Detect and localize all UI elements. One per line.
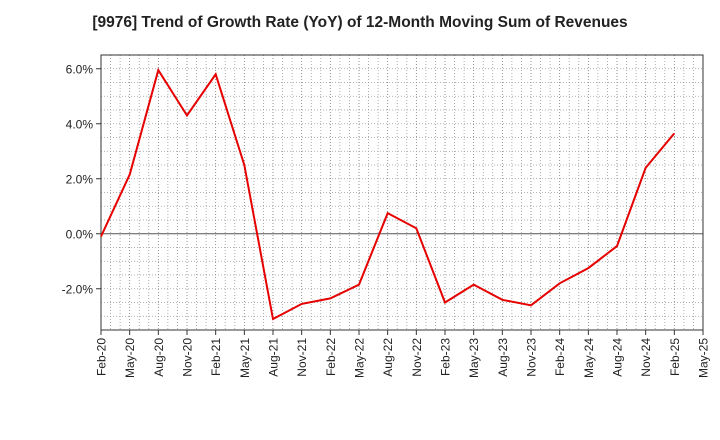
x-tick-label: Nov-20 [181, 338, 195, 377]
x-tick-label: Feb-22 [324, 338, 338, 376]
x-tick-label: Nov-24 [639, 338, 653, 377]
series-line [100, 67, 676, 321]
x-tick-label: Nov-22 [410, 338, 424, 377]
y-tick-label: 0.0% [66, 227, 94, 241]
y-tick-label: 4.0% [66, 117, 94, 131]
x-tick-label: May-20 [123, 338, 137, 378]
x-tick-label: Feb-21 [209, 338, 223, 376]
y-tick-label: -2.0% [62, 282, 94, 296]
x-tick-label: Aug-20 [152, 338, 166, 377]
x-tick-label: Nov-23 [525, 338, 539, 377]
series-layer [100, 67, 676, 321]
x-tick-label: Feb-23 [439, 338, 453, 376]
x-axis: Feb-20 May-20 Aug-20 Nov-20 Feb-21 May-21 Aug-… [95, 330, 711, 378]
x-tick-label: Aug-24 [611, 338, 625, 377]
x-tick-label: Feb-20 [95, 338, 109, 376]
x-tick-label: Aug-21 [267, 338, 281, 377]
y-tick-label: 2.0% [66, 172, 94, 186]
x-tick-label: May-25 [697, 338, 711, 378]
x-tick-label: Aug-23 [496, 338, 510, 377]
y-tick-label: 6.0% [66, 62, 94, 76]
x-tick-label: Aug-22 [381, 338, 395, 377]
grid-lines [101, 54, 703, 331]
plot-area-border [100, 54, 704, 331]
x-tick-label: Nov-21 [295, 338, 309, 377]
x-tick-label: Feb-25 [668, 338, 682, 376]
x-tick-label: May-22 [353, 338, 367, 378]
y-axis: -2.0% 0.0% 2.0% 4.0% 6.0% [62, 62, 101, 296]
chart-title: [9976] Trend of Growth Rate (YoY) of 12-… [92, 14, 628, 31]
x-tick-label: May-21 [238, 338, 252, 378]
x-tick-label: May-23 [467, 338, 481, 378]
x-tick-label: Feb-24 [553, 338, 567, 376]
x-tick-label: May-24 [582, 338, 596, 378]
